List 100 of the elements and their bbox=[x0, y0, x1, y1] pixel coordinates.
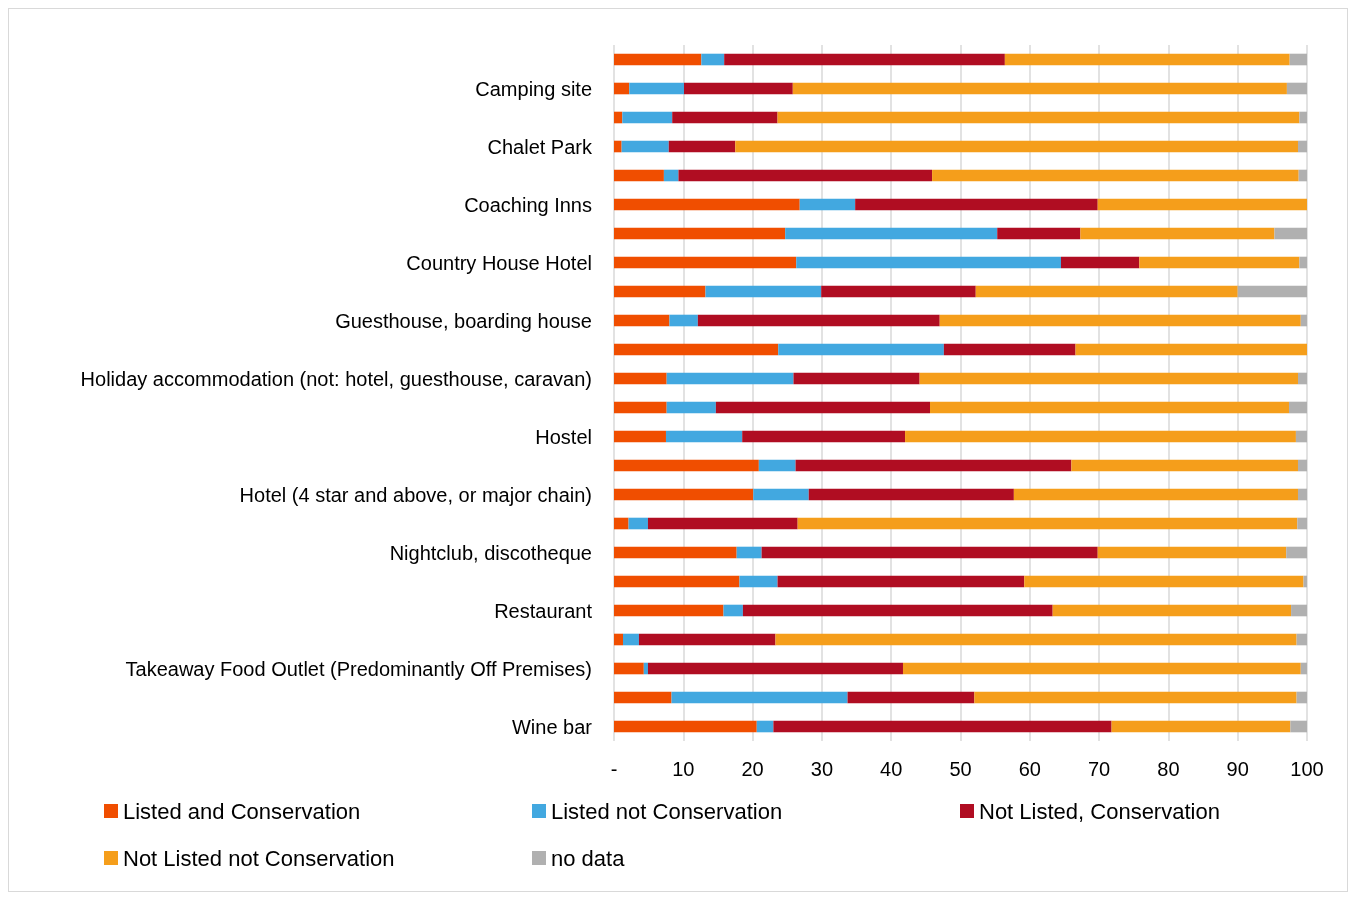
bar bbox=[905, 430, 1296, 443]
bar bbox=[666, 372, 794, 385]
y-tick-label: Holiday accommodation (not: hotel, guesthouse, caravan) bbox=[80, 367, 592, 390]
bar bbox=[1097, 546, 1287, 559]
bar bbox=[614, 111, 623, 124]
bar bbox=[821, 285, 976, 298]
bar bbox=[672, 111, 778, 124]
bar bbox=[902, 662, 1301, 675]
bar bbox=[1300, 314, 1307, 327]
bar bbox=[614, 459, 759, 472]
bar bbox=[623, 633, 639, 646]
bar bbox=[1299, 111, 1307, 124]
bar bbox=[614, 401, 667, 414]
legend-label: Listed not Conservation bbox=[551, 798, 783, 824]
bar bbox=[614, 169, 664, 182]
bar bbox=[715, 401, 931, 414]
bar bbox=[975, 285, 1238, 298]
bar bbox=[614, 430, 666, 443]
bar bbox=[756, 720, 774, 733]
bar bbox=[683, 82, 793, 95]
bar bbox=[628, 517, 648, 530]
y-tick-label: Wine bar bbox=[511, 715, 593, 738]
bar bbox=[777, 575, 1025, 588]
bar bbox=[614, 720, 757, 733]
bar bbox=[1004, 53, 1290, 66]
bar bbox=[919, 372, 1298, 385]
bar bbox=[1052, 604, 1292, 617]
bar bbox=[701, 53, 725, 66]
bar bbox=[1071, 459, 1298, 472]
bar bbox=[778, 343, 944, 356]
bar bbox=[1297, 459, 1307, 472]
legend-label: Listed and Conservation bbox=[123, 798, 361, 824]
x-tick-label: 10 bbox=[672, 758, 695, 780]
bar bbox=[614, 343, 779, 356]
bar bbox=[1296, 691, 1307, 704]
y-tick-label: Guesthouse, boarding house bbox=[335, 309, 592, 332]
bar bbox=[614, 604, 724, 617]
bar bbox=[1286, 546, 1307, 559]
x-tick-label: 30 bbox=[810, 758, 834, 780]
bar bbox=[663, 169, 679, 182]
y-tick-label: Coaching Inns bbox=[464, 193, 592, 216]
bar bbox=[705, 285, 822, 298]
bar bbox=[697, 314, 940, 327]
bar bbox=[1298, 169, 1307, 182]
bar bbox=[735, 140, 1298, 153]
bar bbox=[775, 633, 1297, 646]
bar bbox=[997, 227, 1081, 240]
bar bbox=[647, 662, 903, 675]
bar bbox=[621, 140, 669, 153]
bar bbox=[739, 575, 778, 588]
bar bbox=[773, 720, 1112, 733]
bar bbox=[665, 430, 743, 443]
bar bbox=[1080, 227, 1275, 240]
bar bbox=[1286, 82, 1307, 95]
bar bbox=[1060, 256, 1140, 269]
bar bbox=[1024, 575, 1304, 588]
y-tick-label: Camping site bbox=[475, 77, 592, 100]
bar bbox=[1295, 430, 1307, 443]
x-tick-label: 40 bbox=[880, 758, 903, 780]
bar bbox=[795, 459, 1072, 472]
bar bbox=[1288, 401, 1307, 414]
bar bbox=[1075, 343, 1307, 356]
y-tick-label: Chalet Park bbox=[487, 135, 593, 158]
bar bbox=[614, 633, 624, 646]
bar bbox=[614, 227, 786, 240]
bar bbox=[1013, 488, 1298, 501]
bar bbox=[666, 401, 716, 414]
bar bbox=[614, 662, 644, 675]
bar bbox=[736, 546, 762, 559]
bar bbox=[614, 575, 740, 588]
bar bbox=[614, 285, 706, 298]
bar bbox=[614, 691, 672, 704]
bar bbox=[1297, 488, 1307, 501]
bar bbox=[669, 314, 698, 327]
bar bbox=[932, 169, 1299, 182]
bar bbox=[785, 227, 998, 240]
bar bbox=[793, 372, 920, 385]
bar bbox=[1297, 372, 1307, 385]
bar bbox=[614, 488, 754, 501]
bar bbox=[1290, 720, 1307, 733]
x-tick-label: 60 bbox=[1018, 758, 1041, 780]
bar bbox=[1291, 604, 1307, 617]
bar bbox=[939, 314, 1301, 327]
bar bbox=[629, 82, 684, 95]
bar bbox=[671, 691, 848, 704]
bar bbox=[1139, 256, 1300, 269]
y-tick-label: Hostel bbox=[535, 425, 592, 448]
x-tick-label: 100 bbox=[1290, 758, 1324, 780]
bar bbox=[723, 604, 743, 617]
bar bbox=[614, 140, 622, 153]
bar bbox=[796, 256, 1061, 269]
x-tick-label: 20 bbox=[741, 758, 764, 780]
bar bbox=[1300, 662, 1307, 675]
bar bbox=[614, 517, 629, 530]
legend-label: Not Listed not Conservation bbox=[123, 845, 395, 871]
bar bbox=[761, 546, 1098, 559]
bar bbox=[614, 198, 800, 211]
bar bbox=[668, 140, 736, 153]
bar bbox=[1296, 633, 1307, 646]
bar bbox=[974, 691, 1297, 704]
